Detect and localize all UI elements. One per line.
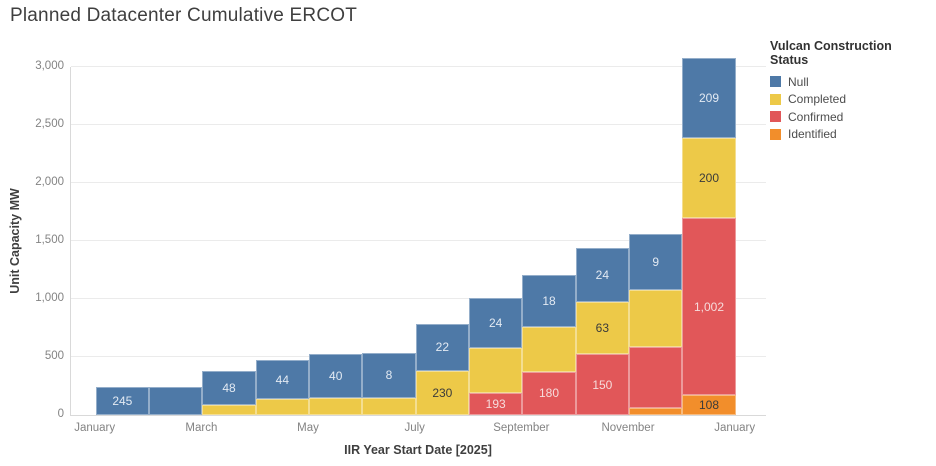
y-tick-label-500: 500	[44, 350, 64, 362]
bar-segment-october-null[interactable]	[575, 247, 630, 303]
x-axis-title: IIR Year Start Date [2025]	[344, 443, 492, 457]
legend-label: Confirmed	[788, 109, 844, 124]
bar-segment-april-null[interactable]	[255, 360, 310, 400]
bar-segment-november-completed[interactable]	[629, 290, 683, 348]
bar-segment-january-null[interactable]	[95, 386, 150, 415]
bar-segment-september-confirmed[interactable]	[522, 371, 576, 415]
legend-item-confirmed[interactable]: Confirmed	[770, 108, 930, 126]
x-tick-label-6: January	[714, 422, 756, 434]
chart-title: Planned Datacenter Cumulative ERCOT	[10, 5, 358, 26]
bar-segment-december-identified[interactable]	[682, 395, 736, 415]
bar-segment-december-null[interactable]	[682, 58, 736, 139]
bar-segment-july-completed[interactable]	[415, 370, 470, 415]
bar-segment-december-completed[interactable]	[682, 138, 736, 219]
y-tick-label-3000: 3,000	[35, 60, 64, 72]
bar-segment-june-completed[interactable]	[362, 397, 416, 415]
x-tick-label-1: March	[185, 422, 218, 434]
y-tick-label-2500: 2,500	[35, 118, 64, 130]
legend-swatch-null	[770, 76, 781, 88]
y-tick-label-0: 0	[57, 408, 64, 420]
gridline-1500	[71, 240, 766, 241]
legend-label: Null	[788, 74, 809, 89]
gridline-2500	[71, 124, 766, 125]
legend-label: Completed	[788, 92, 847, 107]
bar-segment-april-completed[interactable]	[255, 399, 310, 415]
bar-segment-may-null[interactable]	[309, 354, 363, 399]
bar-segment-november-identified[interactable]	[629, 407, 683, 415]
x-tick-label-4: September	[493, 422, 550, 434]
y-tick-label-2000: 2,000	[35, 176, 64, 188]
bar-segment-december-confirmed[interactable]	[682, 218, 736, 396]
bar-segment-september-completed[interactable]	[522, 327, 576, 372]
legend-item-completed[interactable]: Completed	[770, 91, 930, 109]
x-tick-label-3: July	[404, 422, 425, 434]
bar-segment-february-null[interactable]	[149, 386, 203, 415]
legend-label: Identified	[788, 127, 837, 142]
bar-segment-july-null[interactable]	[415, 323, 470, 371]
x-tick-label-5: November	[601, 422, 655, 434]
legend: Vulcan Construction Status Null Completed…	[770, 39, 930, 143]
bar-segment-august-confirmed[interactable]	[469, 392, 523, 415]
legend-title: Vulcan Construction Status	[770, 39, 892, 67]
bar-segment-may-completed[interactable]	[309, 398, 363, 415]
gridline-2000	[71, 182, 766, 183]
gridline-3000	[71, 66, 766, 67]
legend-item-identified[interactable]: Identified	[770, 126, 930, 144]
legend-swatch-confirmed	[770, 111, 781, 123]
y-tick-label-1500: 1,500	[35, 234, 64, 246]
x-tick-label-0: January	[74, 422, 116, 434]
legend-items: Null Completed Confirmed Identified	[770, 73, 930, 143]
bar-segment-november-null[interactable]	[629, 234, 683, 291]
y-tick-label-1000: 1,000	[35, 292, 64, 304]
bar-segment-march-completed[interactable]	[202, 405, 256, 415]
x-tick-label-2: May	[297, 422, 319, 434]
bar-segment-october-completed[interactable]	[575, 302, 630, 355]
bar-segment-october-confirmed[interactable]	[575, 354, 630, 415]
legend-swatch-completed	[770, 93, 781, 105]
legend-item-null[interactable]: Null	[770, 73, 930, 91]
plot-area: 245 48 44 40 8 230 22 193 24 180 18 150 63 24 9 108 1,00…	[70, 58, 766, 416]
bar-segment-november-confirmed[interactable]	[629, 347, 683, 408]
bar-segment-august-null[interactable]	[469, 297, 523, 348]
bar-segment-september-null[interactable]	[522, 275, 576, 328]
bar-segment-august-completed[interactable]	[469, 347, 523, 393]
gridline-1000	[71, 298, 766, 299]
legend-swatch-identified	[770, 128, 781, 140]
bar-segment-june-null[interactable]	[362, 352, 416, 398]
bar-segment-march-null[interactable]	[202, 371, 256, 406]
